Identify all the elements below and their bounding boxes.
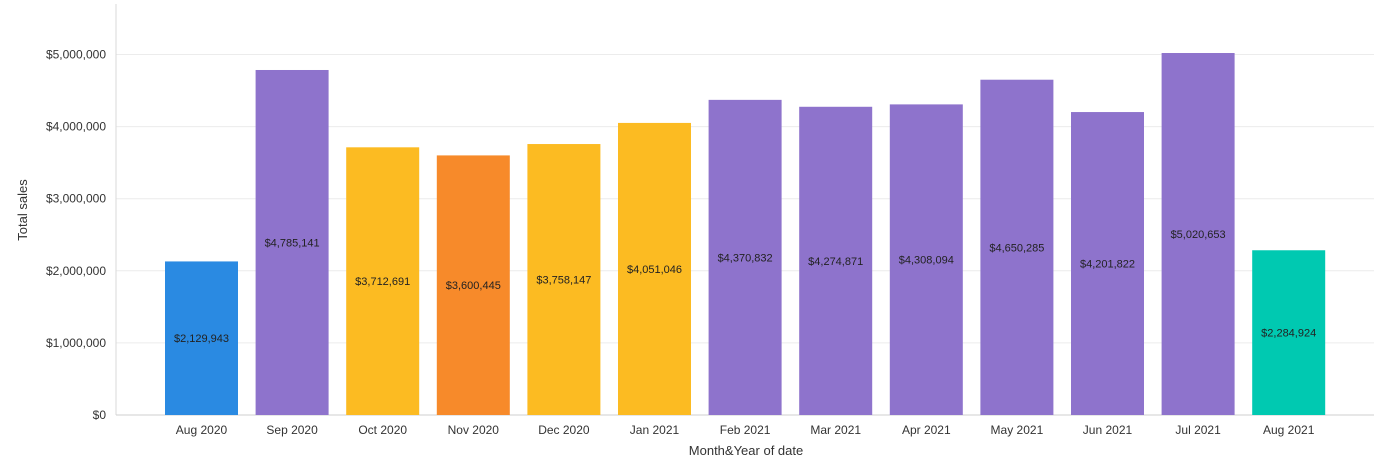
bar[interactable] [708,99,782,416]
bar[interactable] [799,106,873,415]
x-tick-label: Aug 2021 [1263,423,1315,437]
bar[interactable] [1252,250,1326,415]
bar-data-label: $2,129,943 [174,333,229,345]
x-tick-label: Oct 2020 [358,423,407,437]
bar-data-label: $3,758,147 [536,275,591,287]
x-tick-label: Jan 2021 [630,423,680,437]
bar[interactable] [527,144,601,415]
y-tick-label: $2,000,000 [46,264,106,278]
x-tick-label: Nov 2020 [448,423,500,437]
y-tick-label: $3,000,000 [46,192,106,206]
y-tick-label: $1,000,000 [46,336,106,350]
x-tick-label: Jun 2021 [1083,423,1133,437]
bar-data-label: $4,650,285 [989,242,1044,254]
bar[interactable] [346,147,420,415]
x-tick-label: Feb 2021 [720,423,771,437]
y-axis-ticks: $0 $1,000,000 $2,000,000 $3,000,000 $4,000,0… [46,48,106,423]
x-tick-label: Sep 2020 [266,423,318,437]
bar-data-label: $3,712,691 [355,276,410,288]
bar[interactable] [1161,53,1235,415]
bar-data-label: $4,274,871 [808,256,863,268]
bar-data-label: $4,308,094 [899,255,954,267]
x-tick-label: Jul 2021 [1175,423,1221,437]
bar-data-label: $2,284,924 [1261,328,1316,340]
x-axis-ticks: Aug 2020 Sep 2020 Oct 2020 Nov 2020 Dec 2020… [176,423,1315,437]
bar[interactable] [436,155,510,416]
bar-data-label: $3,600,445 [446,280,501,292]
bar-data-label: $4,785,141 [265,237,320,249]
x-tick-label: Apr 2021 [902,423,951,437]
bar[interactable] [889,104,963,416]
bar[interactable] [165,261,238,415]
x-tick-label: Aug 2020 [176,423,228,437]
bar-data-label: $4,051,046 [627,264,682,276]
bar-data-label: $4,370,832 [718,252,773,264]
bar-data-label: $4,201,822 [1080,259,1135,271]
y-axis-title: Total sales [15,179,30,241]
x-tick-label: Dec 2020 [538,423,590,437]
bar[interactable] [618,122,691,415]
bar[interactable] [255,69,329,415]
x-tick-label: Mar 2021 [810,423,861,437]
y-tick-label: $4,000,000 [46,120,106,134]
x-tick-label: May 2021 [991,423,1044,437]
bar[interactable] [980,79,1054,416]
bar[interactable] [1071,112,1144,415]
bars: $2,129,943 $4,785,141 $3,712,691 $3,600,445… [165,53,1326,416]
x-axis-title: Month&Year of date [689,443,803,458]
y-tick-label: $5,000,000 [46,48,106,62]
y-tick-label: $0 [93,408,107,422]
bar-data-label: $5,020,653 [1171,229,1226,241]
